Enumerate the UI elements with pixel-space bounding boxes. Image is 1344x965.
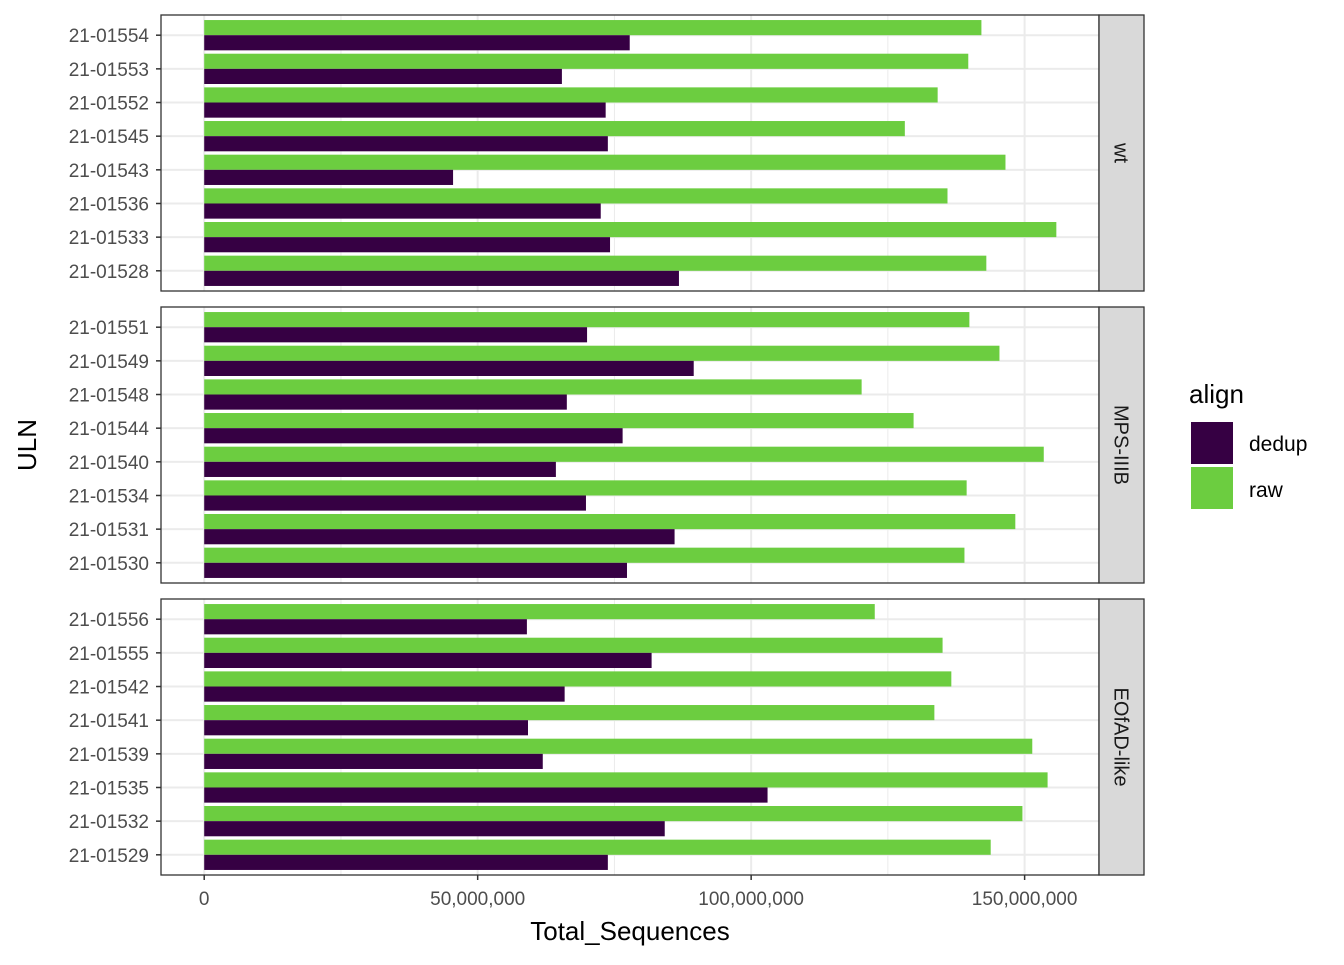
bar-dedup-21-01531 xyxy=(204,529,675,545)
bar-raw-21-01528 xyxy=(204,255,987,271)
bar-raw-21-01553 xyxy=(204,53,969,69)
bar-raw-21-01552 xyxy=(204,87,938,103)
bar-dedup-21-01549 xyxy=(204,360,694,376)
y-tick-label: 21-01534 xyxy=(69,486,150,507)
facet-strip-label: EOfAD-like xyxy=(1110,688,1132,787)
y-tick-label: 21-01533 xyxy=(69,228,149,249)
bar-raw-21-01556 xyxy=(204,604,875,620)
bar-raw-21-01551 xyxy=(204,312,970,328)
x-axis: 0 50,000,000 100,000,000 150,000,000 xyxy=(199,875,1078,910)
bar-dedup-21-01540 xyxy=(204,461,556,477)
y-tick-label: 21-01552 xyxy=(69,94,149,115)
y-tick-label: 21-01539 xyxy=(69,745,149,766)
bar-dedup-21-01536 xyxy=(204,203,601,219)
bar-raw-21-01530 xyxy=(204,547,965,563)
bar-dedup-21-01543 xyxy=(204,169,454,185)
legend-title: align xyxy=(1189,379,1244,409)
bar-raw-21-01531 xyxy=(204,514,1016,530)
facet-panel-wt: 21-01554 21-01553 21-01552 21-01545 21-01543… xyxy=(69,14,1145,292)
bar-dedup-21-01530 xyxy=(204,562,627,578)
y-tick-label: 21-01536 xyxy=(69,194,149,215)
bar-dedup-21-01541 xyxy=(204,720,528,736)
bar-raw-21-01536 xyxy=(204,188,948,204)
bar-raw-21-01541 xyxy=(204,705,935,721)
legend-key-dedup xyxy=(1191,422,1233,464)
bar-dedup-21-01556 xyxy=(204,619,527,635)
y-tick-label: 21-01535 xyxy=(69,778,149,799)
bar-dedup-21-01544 xyxy=(204,428,623,444)
y-tick-label: 21-01540 xyxy=(69,453,149,474)
bar-raw-21-01534 xyxy=(204,480,967,496)
bar-raw-21-01545 xyxy=(204,121,905,137)
bar-raw-21-01543 xyxy=(204,154,1006,170)
facet-strip xyxy=(1098,14,1145,292)
bar-dedup-21-01534 xyxy=(204,495,586,511)
facet-strip xyxy=(1098,598,1145,876)
y-tick-label: 21-01531 xyxy=(69,520,149,541)
bar-raw-21-01529 xyxy=(204,839,991,855)
bar-dedup-21-01551 xyxy=(204,327,588,343)
bar-raw-21-01555 xyxy=(204,637,943,653)
bar-raw-21-01544 xyxy=(204,413,914,429)
y-tick-label: 21-01553 xyxy=(69,60,149,81)
y-axis-title: ULN xyxy=(12,419,42,471)
y-tick-label: 21-01545 xyxy=(69,127,149,148)
legend: align dedup raw xyxy=(1189,379,1307,509)
bar-dedup-21-01545 xyxy=(204,136,608,152)
y-tick-label: 21-01528 xyxy=(69,262,149,283)
y-tick-label: 21-01548 xyxy=(69,386,149,407)
bar-dedup-21-01539 xyxy=(204,753,543,769)
bar-dedup-21-01553 xyxy=(204,68,562,84)
facet-panel-eofad-like: 21-01556 21-01555 21-01542 21-01541 21-01539… xyxy=(69,598,1145,876)
x-axis-title: Total_Sequences xyxy=(530,916,729,946)
x-tick-label: 100,000,000 xyxy=(698,889,804,910)
facet-strip-label: MPS-IIIB xyxy=(1110,405,1132,485)
bar-dedup-21-01542 xyxy=(204,686,565,702)
facet-panel-mps-iiib: 21-01551 21-01549 21-01548 21-01544 21-01540… xyxy=(69,306,1145,584)
bar-dedup-21-01529 xyxy=(204,854,608,870)
x-tick-label: 150,000,000 xyxy=(972,889,1078,910)
y-tick-label: 21-01542 xyxy=(69,678,149,699)
y-tick-label: 21-01544 xyxy=(69,419,150,440)
legend-label-raw: raw xyxy=(1249,479,1284,502)
y-tick-label: 21-01543 xyxy=(69,161,149,182)
y-tick-label: 21-01556 xyxy=(69,610,149,631)
x-tick-label: 50,000,000 xyxy=(430,889,525,910)
bar-raw-21-01548 xyxy=(204,379,862,395)
facet-strip-label: wt xyxy=(1110,142,1132,163)
bar-dedup-21-01554 xyxy=(204,35,630,51)
y-tick-label: 21-01541 xyxy=(69,711,149,732)
y-tick-label: 21-01551 xyxy=(69,318,149,339)
bar-raw-21-01554 xyxy=(204,20,982,36)
x-tick-label: 0 xyxy=(199,889,210,910)
y-tick-label: 21-01554 xyxy=(69,26,150,47)
bar-dedup-21-01532 xyxy=(204,821,665,837)
y-tick-label: 21-01530 xyxy=(69,554,149,575)
y-tick-label: 21-01555 xyxy=(69,644,149,665)
facet-strip xyxy=(1098,306,1145,584)
bar-dedup-21-01555 xyxy=(204,652,652,668)
bar-raw-21-01539 xyxy=(204,738,1033,754)
bar-dedup-21-01533 xyxy=(204,237,611,253)
bar-dedup-21-01535 xyxy=(204,787,768,803)
bar-raw-21-01549 xyxy=(204,345,1000,361)
bar-raw-21-01532 xyxy=(204,806,1023,822)
y-tick-label: 21-01549 xyxy=(69,352,149,373)
legend-key-raw xyxy=(1191,467,1233,509)
y-tick-label: 21-01532 xyxy=(69,812,149,833)
bar-raw-21-01533 xyxy=(204,222,1057,238)
bar-dedup-21-01548 xyxy=(204,394,567,410)
legend-label-dedup: dedup xyxy=(1249,433,1307,456)
bar-raw-21-01540 xyxy=(204,446,1044,462)
bar-dedup-21-01552 xyxy=(204,102,606,118)
y-tick-label: 21-01529 xyxy=(69,846,149,867)
bar-raw-21-01535 xyxy=(204,772,1048,788)
bar-dedup-21-01528 xyxy=(204,270,679,286)
bar-raw-21-01542 xyxy=(204,671,952,687)
